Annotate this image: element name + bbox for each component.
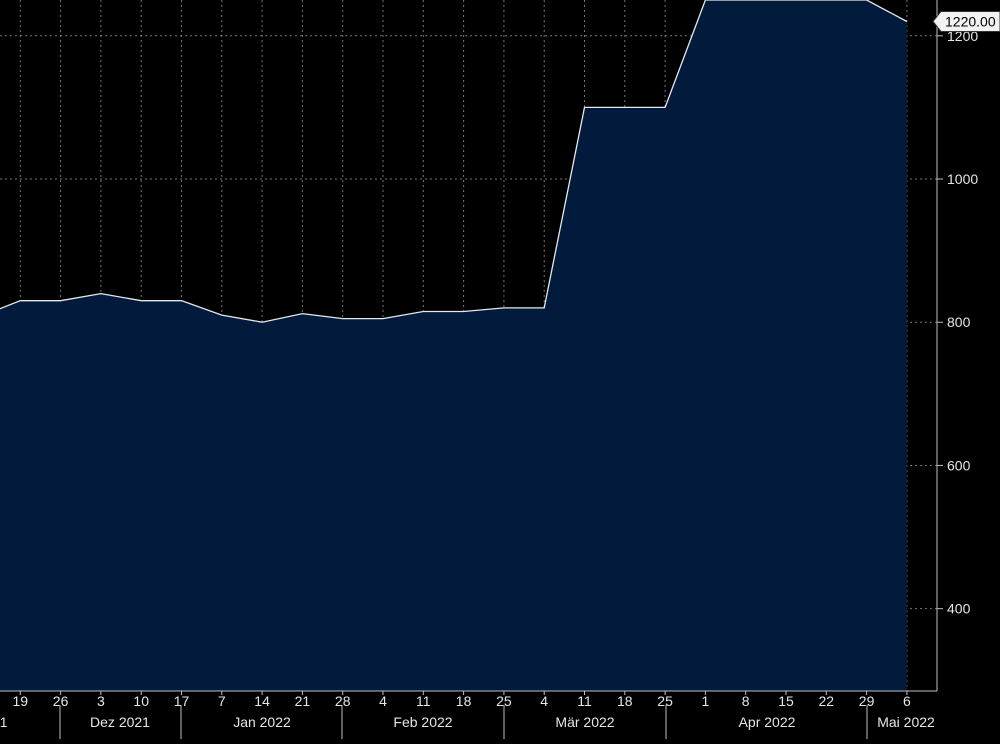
month-label: Feb 2022: [393, 714, 452, 730]
x-tick-label: 6: [903, 693, 911, 709]
month-label: Jan 2022: [233, 714, 291, 730]
x-tick-label: 22: [819, 693, 835, 709]
x-tick-label: 8: [742, 693, 750, 709]
month-label: Dez 2021: [90, 714, 150, 730]
x-tick-label: 21: [295, 693, 311, 709]
x-tick-label: 14: [254, 693, 270, 709]
x-tick-label: 17: [174, 693, 190, 709]
area-fill: [0, 0, 907, 691]
x-tick-label: 1: [702, 693, 710, 709]
x-tick-label: 11: [416, 693, 431, 709]
x-tick-label: 26: [53, 693, 69, 709]
month-label: Mär 2022: [555, 714, 614, 730]
x-tick-label: 18: [617, 693, 633, 709]
y-tick-label: 600: [947, 457, 971, 473]
last-value-label-group: 1220.00: [932, 10, 1000, 32]
x-tick-label: 18: [456, 693, 472, 709]
y-tick-label: 400: [947, 601, 971, 617]
x-tick-label: 7: [218, 693, 226, 709]
x-tick-label: 15: [778, 693, 794, 709]
x-tick-label: 3: [97, 693, 105, 709]
x-tick-label: 25: [657, 693, 673, 709]
x-tick-label: 4: [379, 693, 387, 709]
area-series: [0, 0, 908, 691]
x-tick-label: 19: [13, 693, 29, 709]
x-tick-label: 11: [577, 693, 592, 709]
x-tick-label: 29: [859, 693, 875, 709]
last-value-badge: [932, 10, 1000, 32]
month-label: Apr 2022: [739, 714, 796, 730]
y-tick-label: 1000: [947, 171, 978, 187]
month-label: 21: [0, 714, 8, 730]
series-line: [0, 0, 908, 323]
y-tick-label: 800: [947, 314, 971, 330]
x-tick-label: 10: [133, 693, 149, 709]
x-tick-label: 25: [496, 693, 512, 709]
month-label: Mai 2022: [877, 714, 935, 730]
last-value-label: 1220.00: [945, 13, 996, 29]
x-tick-label: 28: [335, 693, 351, 709]
x-tick-label: 4: [540, 693, 548, 709]
